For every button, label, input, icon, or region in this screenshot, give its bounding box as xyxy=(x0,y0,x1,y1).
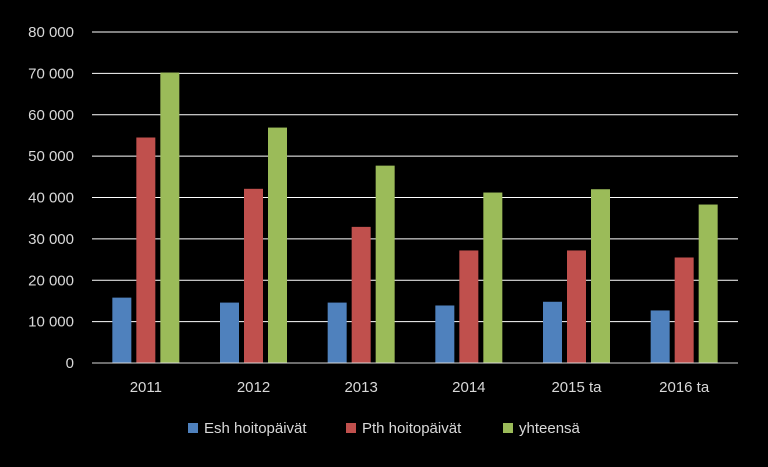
y-tick-label: 80 000 xyxy=(28,24,74,41)
bar-pth-hoitop-iv-t-2011 xyxy=(136,137,156,363)
gridlines xyxy=(92,31,738,323)
bar-pth-hoitop-iv-t-2016-ta xyxy=(674,257,694,363)
bar-yhteens--2016-ta xyxy=(698,204,718,363)
x-axis-category-labels: 2011 2012 2013 2014 2015 ta 2016 ta xyxy=(130,379,710,396)
y-tick-label: 60 000 xyxy=(28,107,74,124)
bar-yhteens--2014 xyxy=(483,192,503,363)
bar-pth-hoitop-iv-t-2013 xyxy=(351,226,371,363)
bar-esh-hoitop-iv-t-2011 xyxy=(112,297,132,363)
y-axis-tick-labels: 0 10 000 20 000 30 000 40 000 50 000 60 000 70 … xyxy=(28,24,74,372)
bar-yhteens--2015-ta xyxy=(591,189,610,363)
x-category-label: 2011 xyxy=(130,379,162,396)
bar-esh-hoitop-iv-t-2014 xyxy=(435,305,455,363)
bar-esh-hoitop-iv-t-2012 xyxy=(220,302,239,363)
y-tick-label: 10 000 xyxy=(28,314,74,331)
legend: Esh hoitopäivät Pth hoitopäivät yhteensä xyxy=(188,420,581,437)
legend-label: Pth hoitopäivät xyxy=(362,420,462,437)
legend-label: yhteensä xyxy=(519,420,581,437)
x-category-label: 2013 xyxy=(344,379,377,396)
bar-esh-hoitop-iv-t-2015-ta xyxy=(543,301,562,363)
legend-swatch xyxy=(503,423,513,433)
y-tick-label: 70 000 xyxy=(28,65,74,82)
legend-swatch xyxy=(188,423,198,433)
bar-esh-hoitop-iv-t-2013 xyxy=(327,302,347,363)
y-tick-label: 40 000 xyxy=(28,190,74,207)
bar-yhteens--2012 xyxy=(268,127,287,363)
x-category-label: 2014 xyxy=(452,379,485,396)
bar-esh-hoitop-iv-t-2016-ta xyxy=(650,310,670,363)
y-tick-label: 30 000 xyxy=(28,231,74,248)
bar-pth-hoitop-iv-t-2014 xyxy=(459,250,479,363)
legend-label: Esh hoitopäivät xyxy=(204,420,307,437)
bar-pth-hoitop-iv-t-2015-ta xyxy=(567,250,586,363)
legend-swatch xyxy=(346,423,356,433)
x-category-label: 2012 xyxy=(237,379,270,396)
y-tick-label: 20 000 xyxy=(28,272,74,289)
bar-pth-hoitop-iv-t-2012 xyxy=(244,188,263,363)
x-category-label: 2015 ta xyxy=(551,379,602,396)
bar-yhteens--2013 xyxy=(375,165,395,363)
y-tick-label: 0 xyxy=(66,355,74,372)
bar-yhteens--2011 xyxy=(160,72,180,364)
bars xyxy=(112,72,718,364)
x-category-label: 2016 ta xyxy=(659,379,710,396)
y-tick-label: 50 000 xyxy=(28,148,74,165)
